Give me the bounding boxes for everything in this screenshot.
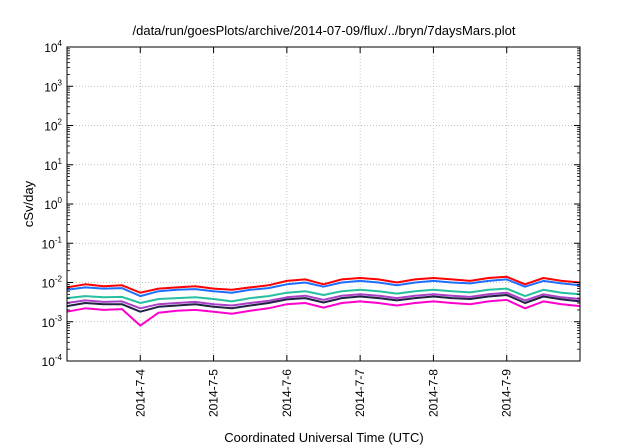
x-tick-label: 2014-7-7 xyxy=(353,369,367,417)
y-tick-label: 10-2 xyxy=(42,275,63,291)
y-tick-label: 10-3 xyxy=(42,314,63,330)
x-axis: 2014-7-4 2014-7-5 2014-7-6 2014-7-7 2014-7-8… xyxy=(133,47,514,417)
y-tick-label: 100 xyxy=(44,196,62,212)
y-tick-label: 10-4 xyxy=(42,353,63,369)
x-tick-label: 2014-7-6 xyxy=(280,369,294,417)
series-line-3 xyxy=(66,287,581,304)
x-tick-label: 2014-7-9 xyxy=(500,369,514,417)
series-layer xyxy=(66,275,581,327)
y-tick-label: 101 xyxy=(44,157,62,173)
series-line-4 xyxy=(66,291,581,310)
y-tick-label: 102 xyxy=(44,118,62,134)
series-line-2 xyxy=(66,278,581,298)
plot-frame xyxy=(66,46,581,362)
y-axis-label: cSv/day xyxy=(21,180,36,227)
x-tick-label: 2014-7-8 xyxy=(426,369,440,417)
y-tick-label: 104 xyxy=(44,39,62,55)
grid xyxy=(67,47,580,361)
x-tick-label: 2014-7-5 xyxy=(207,369,221,417)
series-line-1 xyxy=(66,275,581,294)
y-tick-label: 103 xyxy=(44,78,62,94)
x-axis-label: Coordinated Universal Time (UTC) xyxy=(224,430,423,445)
series-line-6 xyxy=(66,298,581,327)
x-tick-label: 2014-7-4 xyxy=(133,369,147,417)
chart-title: /data/run/goesPlots/archive/2014-07-09/f… xyxy=(133,23,516,38)
y-axis: 10-4 10-3 10-2 10-1 100 101 102 103 104 xyxy=(42,39,580,369)
y-tick-label: 10-1 xyxy=(42,235,63,251)
series-line-5 xyxy=(66,294,581,313)
